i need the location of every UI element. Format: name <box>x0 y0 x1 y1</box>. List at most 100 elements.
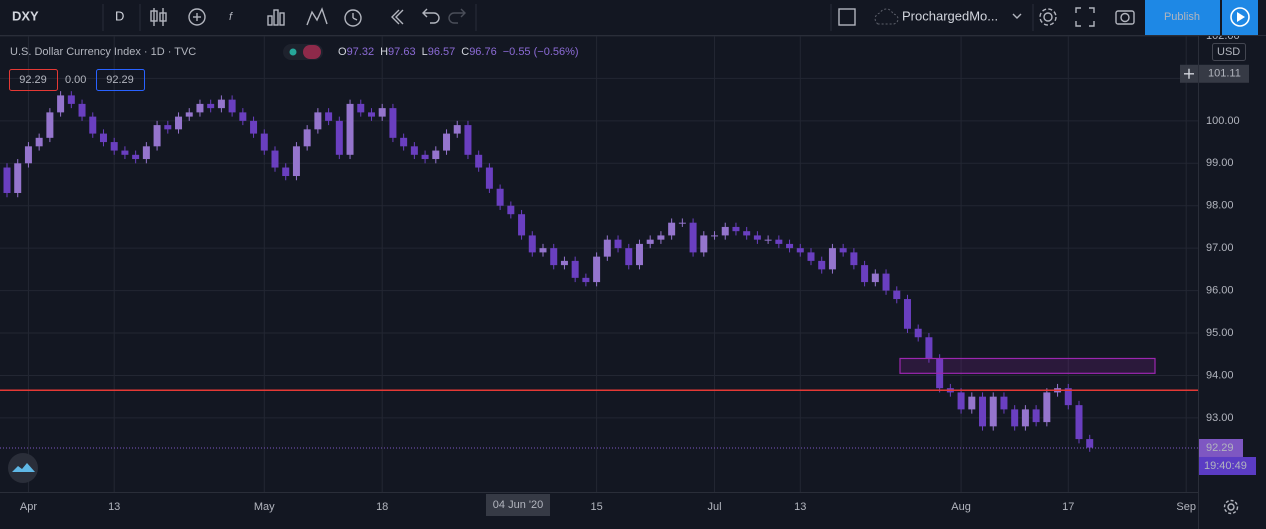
candle-body <box>121 150 129 155</box>
currency-box <box>1212 43 1246 61</box>
candle-body <box>668 222 676 236</box>
layout-name[interactable]: ProchargedMo... <box>902 8 998 23</box>
candle-body <box>1064 388 1072 406</box>
candle-body <box>657 235 665 240</box>
candle-body <box>271 150 279 168</box>
candle-body <box>464 125 472 155</box>
candle-body <box>753 235 761 240</box>
x-tick-label: 13 <box>108 501 120 513</box>
publish-button[interactable] <box>1145 0 1220 35</box>
screenshot-icon[interactable] <box>1115 10 1135 25</box>
candle-body <box>678 222 686 224</box>
candle-body <box>228 99 236 113</box>
candle-body <box>389 108 397 138</box>
candle-body <box>1086 439 1094 448</box>
x-tick-label: May <box>254 501 275 513</box>
status-dot <box>289 48 297 56</box>
candle-body <box>164 125 172 130</box>
candle-body <box>325 112 333 121</box>
candle-body <box>989 396 997 427</box>
candle-body <box>775 239 783 244</box>
candle-body <box>453 125 461 134</box>
candle-body <box>635 243 643 266</box>
candle-body <box>1000 396 1008 410</box>
spread: 0.00 <box>65 74 86 86</box>
last-price-label: 92.29 <box>1206 442 1234 454</box>
x-tick-label: 17 <box>1062 501 1074 513</box>
legend-part: 97.63 <box>388 46 416 58</box>
candle-body <box>528 235 536 253</box>
candle-body <box>410 146 418 155</box>
candle-body <box>711 235 719 237</box>
status-closed <box>303 45 321 59</box>
axis-settings-icon[interactable] <box>1223 499 1239 515</box>
legend: U.S. Dollar Currency Index · 1D · TVC O 9… <box>9 44 579 91</box>
candle-type-icon[interactable] <box>150 8 167 26</box>
candle-body <box>571 260 579 278</box>
compare-icon[interactable] <box>306 7 328 26</box>
alert-icon[interactable] <box>344 9 362 27</box>
buy-box[interactable] <box>96 69 145 91</box>
replay-icon[interactable] <box>391 9 400 25</box>
candle-body <box>850 252 858 266</box>
crosshair-date-tag <box>486 494 550 516</box>
candle-body <box>335 120 343 155</box>
candle-body <box>367 112 375 117</box>
candle-body <box>828 248 836 270</box>
currency-label: USD <box>1217 46 1240 58</box>
x-tick-label: 13 <box>794 501 806 513</box>
candle-body <box>3 167 11 193</box>
x-tick-label: Sep <box>1176 501 1196 513</box>
candle-body <box>57 95 65 113</box>
legend-part: O <box>338 46 347 58</box>
play-circle <box>1230 7 1250 27</box>
zone-box <box>899 357 1156 374</box>
cloud-icon <box>874 8 899 25</box>
candle-body <box>818 260 826 270</box>
symbol[interactable]: DXY <box>12 8 39 23</box>
separators <box>102 4 1034 31</box>
chart-area: 93.00 94.00 95.00 96.00 97.00 98.00 99.00 100.0… <box>0 30 1256 529</box>
fx-icon[interactable]: f <box>229 11 233 23</box>
candle-body <box>1011 409 1019 427</box>
dropdown-arrow[interactable] <box>1012 13 1022 19</box>
candle-body <box>24 146 32 164</box>
crosshair-price-tag <box>1199 64 1249 83</box>
candle-body <box>700 235 708 253</box>
toolbar-bg <box>0 0 1266 35</box>
select-icon[interactable] <box>838 8 856 26</box>
candle-body <box>861 265 869 283</box>
candle-body <box>518 214 526 236</box>
undo-icon[interactable] <box>422 8 440 24</box>
bars-icon[interactable] <box>267 9 285 26</box>
legend-part: L <box>422 46 428 58</box>
settings-icon[interactable] <box>1039 8 1057 26</box>
candle-body <box>357 103 365 113</box>
y-tick-label: 96.00 <box>1206 284 1234 296</box>
candle-body <box>979 396 987 427</box>
candle-body <box>185 112 193 117</box>
candle-body <box>67 95 75 104</box>
candle-body <box>925 337 933 359</box>
sell-box[interactable] <box>9 69 58 91</box>
candle-body <box>250 120 258 134</box>
candle-body <box>603 239 611 257</box>
candle-body <box>593 256 601 283</box>
crosshair-date: 04 Jun '20 <box>493 499 543 511</box>
y-tick-label: 99.00 <box>1206 157 1234 169</box>
candle-body <box>142 146 150 160</box>
candle-body <box>1075 405 1083 440</box>
legend-title: U.S. Dollar Currency Index · 1D · TVC <box>10 46 196 58</box>
interval[interactable]: D <box>115 8 124 23</box>
candle-body <box>443 133 451 151</box>
candle-body <box>1043 392 1051 423</box>
fullscreen-icon[interactable] <box>1075 7 1095 27</box>
crosshair-price: 101.11 <box>1208 68 1241 80</box>
candle-body <box>282 167 290 177</box>
candle-body <box>839 248 847 253</box>
ohlc-values: O97.32 H97.63 L96.57 C96.76 −0.55 (−0.56%) <box>338 46 579 58</box>
last-price-tag <box>1199 438 1243 457</box>
indicators-icon[interactable] <box>188 8 206 26</box>
